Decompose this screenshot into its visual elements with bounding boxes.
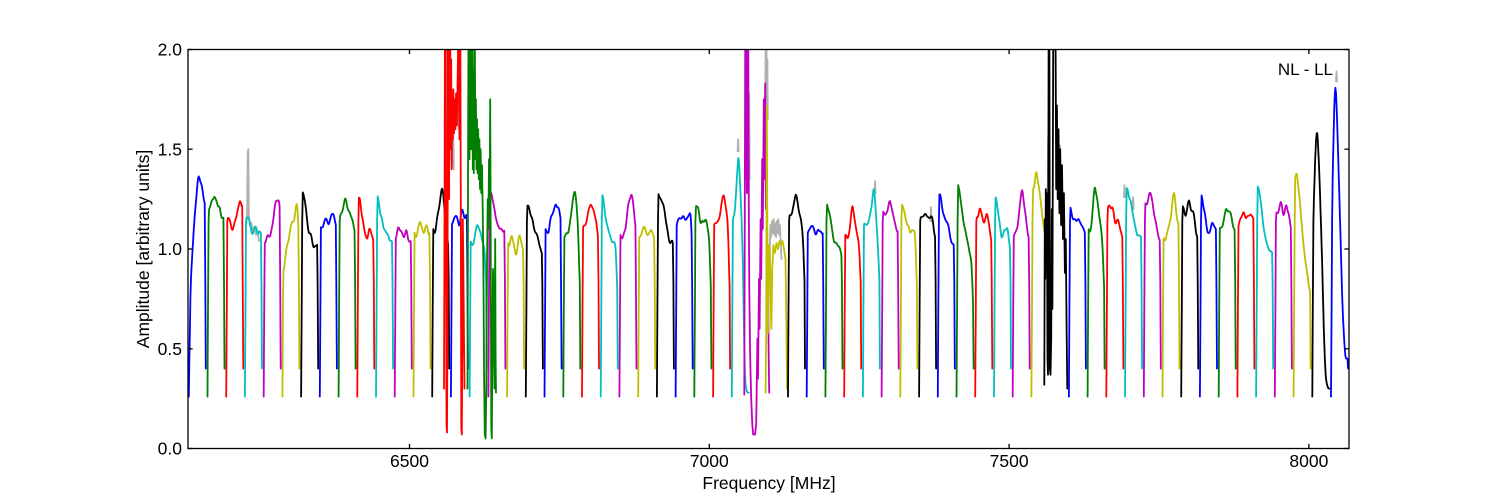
svg-text:6500: 6500 (390, 451, 429, 471)
svg-text:0.0: 0.0 (158, 439, 183, 459)
svg-text:1.0: 1.0 (158, 239, 183, 259)
svg-text:NL - LL: NL - LL (1278, 60, 1333, 79)
svg-text:0.5: 0.5 (158, 339, 182, 359)
svg-text:7500: 7500 (990, 451, 1029, 471)
svg-text:7000: 7000 (690, 451, 729, 471)
svg-text:Frequency [MHz]: Frequency [MHz] (702, 473, 835, 493)
svg-text:1.5: 1.5 (158, 139, 182, 159)
svg-text:2.0: 2.0 (158, 40, 183, 60)
svg-text:Amplitude [arbitrary units]: Amplitude [arbitrary units] (133, 150, 153, 348)
svg-text:8000: 8000 (1289, 451, 1328, 471)
